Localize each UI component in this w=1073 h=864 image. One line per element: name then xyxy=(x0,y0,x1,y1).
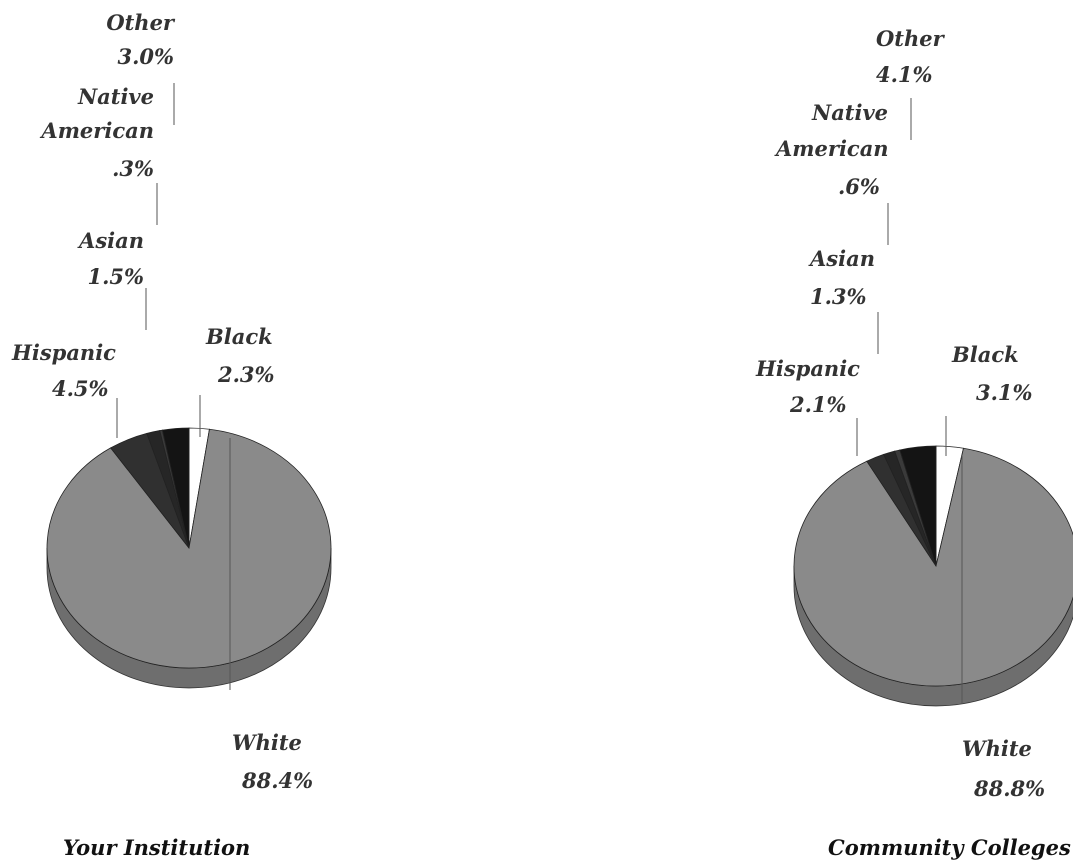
slice-value-black: 2.3% xyxy=(217,362,275,387)
slice-label-other: Other xyxy=(106,10,176,35)
slice-label-native-american: Native xyxy=(811,100,888,125)
slice-value-asian: 1.3% xyxy=(810,284,867,309)
pie-chart-community-colleges: White 88.8% Hispanic 2.1% Asian 1.3% Native Ame… xyxy=(755,26,1073,801)
slice-label-native-american: Native xyxy=(77,84,154,109)
slice-value-hispanic: 4.5% xyxy=(52,376,109,401)
slice-value-white: 88.4% xyxy=(241,768,313,793)
slice-value-black: 3.1% xyxy=(976,380,1033,405)
chart-title-community-colleges: Community Colleges xyxy=(828,835,1071,860)
slice-value-native-american: .6% xyxy=(838,174,880,199)
pie-slice-white xyxy=(793,447,1073,687)
slice-label-asian: Asian xyxy=(77,228,144,253)
slice-value-hispanic: 2.1% xyxy=(789,392,847,417)
slice-label-black: Black xyxy=(951,342,1019,367)
slice-value-asian: 1.5% xyxy=(88,264,145,289)
slice-label-black: Black xyxy=(205,324,273,349)
pie-slice-other xyxy=(161,427,190,549)
slice-value-white: 88.8% xyxy=(973,776,1045,801)
chart-title-your-institution: Your Institution xyxy=(63,835,250,860)
slice-value-other: 3.0% xyxy=(118,44,175,69)
pie-slice-other xyxy=(899,445,937,567)
pie-slice-white xyxy=(46,428,332,669)
slice-label-asian: Asian xyxy=(808,246,875,271)
slice-label-native-american: American xyxy=(774,136,889,161)
pie-chart-your-institution: White 88.4% Hispanic 4.5% Asian 1.5% Native Ame… xyxy=(11,10,332,793)
slice-value-native-american: .3% xyxy=(112,156,154,181)
slice-label-white: White xyxy=(232,730,302,755)
slice-label-white: White xyxy=(962,736,1032,761)
slice-label-hispanic: Hispanic xyxy=(11,340,116,365)
slice-label-hispanic: Hispanic xyxy=(755,356,860,381)
slice-value-other: 4.1% xyxy=(876,62,933,87)
slice-label-native-american: American xyxy=(39,118,154,143)
slice-label-other: Other xyxy=(876,26,946,51)
